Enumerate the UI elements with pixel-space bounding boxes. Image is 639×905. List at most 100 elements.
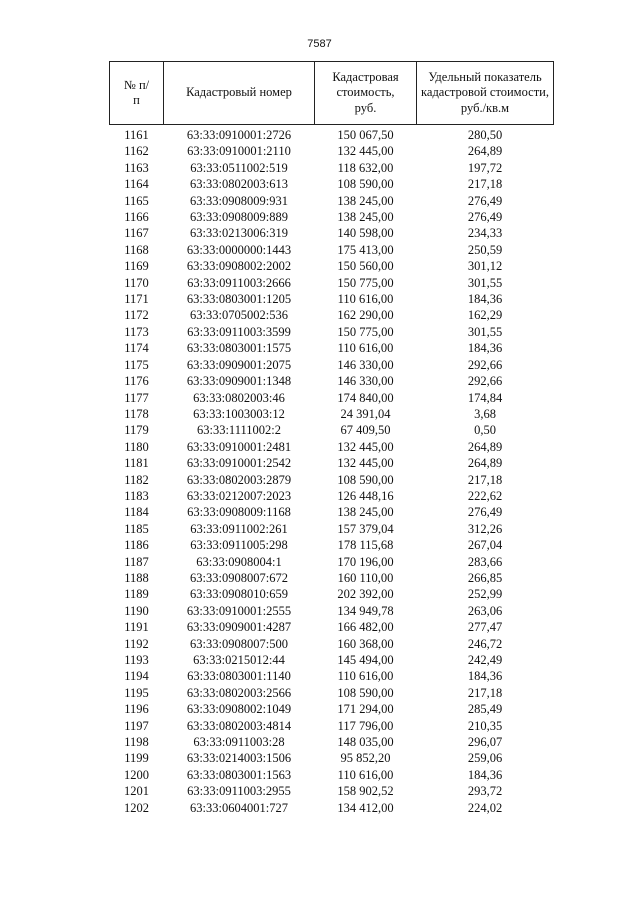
row-number: 1171 — [124, 292, 149, 307]
unit-value: 293,72 — [467, 784, 503, 799]
table-row: 1171 63:33:0803001:1205 110 616,00 184,36 — [110, 291, 554, 307]
row-number: 1167 — [124, 226, 149, 241]
cadastral-value: 148 035,00 — [337, 735, 394, 750]
cadastral-value: 138 245,00 — [337, 193, 394, 208]
cadastral-value: 110 616,00 — [337, 669, 394, 684]
row-number: 1183 — [124, 488, 149, 503]
cadastral-value: 126 448,16 — [337, 488, 394, 503]
row-number: 1196 — [124, 702, 149, 717]
table-row: 1177 63:33:0802003:46 174 840,00 174,84 — [110, 390, 554, 406]
cadastral-number: 63:33:0911005:298 — [190, 538, 288, 553]
table-row: 1195 63:33:0802003:2566 108 590,00 217,18 — [110, 685, 554, 701]
table-header-row: № п/п Кадастровый номер Кадастровая стои… — [109, 61, 554, 125]
cadastral-value: 150 560,00 — [337, 259, 394, 274]
table-row: 1180 63:33:0910001:2481 132 445,00 264,89 — [110, 439, 554, 455]
row-number: 1197 — [124, 718, 149, 733]
table-row: 1196 63:33:0908002:1049 171 294,00 285,49 — [110, 701, 554, 717]
cadastral-number: 63:33:0802003:613 — [190, 177, 288, 192]
cadastral-number: 63:33:0908004:1 — [196, 554, 282, 569]
row-number: 1175 — [124, 357, 149, 372]
unit-value: 184,36 — [467, 669, 503, 684]
cadastral-value: 132 445,00 — [337, 144, 394, 159]
cadastral-value: 140 598,00 — [337, 226, 394, 241]
unit-value: 263,06 — [467, 603, 503, 618]
header-unit-value: Удельный показатель кадастровой стоимост… — [416, 61, 554, 125]
cadastral-value: 117 796,00 — [337, 718, 394, 733]
unit-value: 184,36 — [467, 767, 503, 782]
row-number: 1201 — [124, 784, 149, 799]
cadastral-number: 63:33:0802003:2566 — [186, 685, 292, 700]
cadastral-number: 63:33:0803001:1563 — [186, 767, 292, 782]
unit-value: 217,18 — [467, 472, 503, 487]
table-row: 1176 63:33:0909001:1348 146 330,00 292,66 — [110, 373, 554, 389]
cadastral-value: 178 115,68 — [337, 538, 394, 553]
unit-value: 276,49 — [467, 193, 503, 208]
row-number: 1172 — [124, 308, 149, 323]
table-row: 1188 63:33:0908007:672 160 110,00 266,85 — [110, 570, 554, 586]
cadastral-number: 63:33:0911003:2955 — [187, 784, 291, 799]
cadastral-number: 63:33:0803001:1140 — [187, 669, 291, 684]
table-row: 1191 63:33:0909001:4287 166 482,00 277,47 — [110, 619, 554, 635]
row-number: 1162 — [124, 144, 149, 159]
row-number: 1182 — [124, 472, 149, 487]
row-number: 1164 — [124, 177, 149, 192]
cadastral-number: 63:33:0212007:2023 — [186, 488, 292, 503]
unit-value: 197,72 — [467, 160, 503, 175]
row-number: 1186 — [124, 538, 149, 553]
cadastral-number: 63:33:0911003:3599 — [187, 324, 291, 339]
table-row: 1198 63:33:0911003:28 148 035,00 296,07 — [110, 734, 554, 750]
unit-value: 222,62 — [467, 488, 503, 503]
unit-value: 301,12 — [467, 259, 503, 274]
unit-value: 312,26 — [467, 521, 503, 536]
unit-value: 292,66 — [467, 374, 503, 389]
row-number: 1179 — [124, 423, 149, 438]
cadastral-value: 138 245,00 — [337, 210, 394, 225]
row-number: 1195 — [124, 685, 149, 700]
table-row: 1174 63:33:0803001:1575 110 616,00 184,36 — [110, 340, 554, 356]
row-number: 1194 — [124, 669, 149, 684]
table-row: 1200 63:33:0803001:1563 110 616,00 184,36 — [110, 767, 554, 783]
row-number: 1177 — [124, 390, 149, 405]
row-number: 1161 — [124, 128, 149, 142]
header-cadastral-value: Кадастровая стоимость, руб. — [314, 61, 417, 125]
cadastral-number: 63:33:0910001:2555 — [186, 603, 292, 618]
row-number: 1166 — [124, 210, 149, 225]
cadastral-number: 63:33:0910001:2481 — [186, 439, 292, 454]
cadastral-number: 63:33:0910001:2726 — [186, 128, 292, 142]
unit-value: 276,49 — [467, 210, 503, 225]
cadastral-value: 146 330,00 — [337, 357, 394, 372]
unit-value: 174,84 — [467, 390, 503, 405]
table-row: 1199 63:33:0214003:1506 95 852,20 259,06 — [110, 750, 554, 766]
cadastral-value: 150 067,50 — [337, 128, 394, 142]
cadastral-number: 63:33:0908009:889 — [190, 210, 288, 225]
table-row: 1193 63:33:0215012:44 145 494,00 242,49 — [110, 652, 554, 668]
cadastral-value: 150 775,00 — [337, 275, 394, 290]
unit-value: 280,50 — [467, 128, 503, 142]
table-row: 1178 63:33:1003003:12 24 391,04 3,68 — [110, 406, 554, 422]
table-row: 1181 63:33:0910001:2542 132 445,00 264,89 — [110, 455, 554, 471]
row-number: 1168 — [124, 242, 149, 257]
table-row: 1179 63:33:1111002:2 67 409,50 0,50 — [110, 422, 554, 438]
row-number: 1190 — [124, 603, 149, 618]
unit-value: 296,07 — [467, 735, 503, 750]
cadastral-value: 110 616,00 — [337, 341, 394, 356]
row-number: 1174 — [124, 341, 149, 356]
cadastral-number: 63:33:0911003:2666 — [187, 275, 291, 290]
cadastral-value: 162 290,00 — [337, 308, 394, 323]
unit-value: 234,33 — [467, 226, 503, 241]
cadastral-value: 175 413,00 — [337, 242, 394, 257]
cadastral-value: 110 616,00 — [337, 292, 394, 307]
unit-value: 217,18 — [467, 685, 503, 700]
cadastral-value: 134 412,00 — [337, 800, 394, 815]
cadastral-number: 63:33:0908009:1168 — [187, 505, 291, 520]
table-row: 1172 63:33:0705002:536 162 290,00 162,29 — [110, 307, 554, 323]
cadastral-value: 24 391,04 — [340, 406, 391, 421]
table-row: 1182 63:33:0802003:2879 108 590,00 217,18 — [110, 472, 554, 488]
cadastral-number: 63:33:0803001:1575 — [186, 341, 292, 356]
cadastral-number: 63:33:0911002:261 — [190, 521, 288, 536]
cadastral-value: 202 392,00 — [337, 587, 394, 602]
unit-value: 277,47 — [467, 620, 503, 635]
cadastral-number: 63:33:0908007:672 — [190, 570, 288, 585]
row-number: 1202 — [124, 800, 149, 815]
unit-value: 162,29 — [467, 308, 503, 323]
